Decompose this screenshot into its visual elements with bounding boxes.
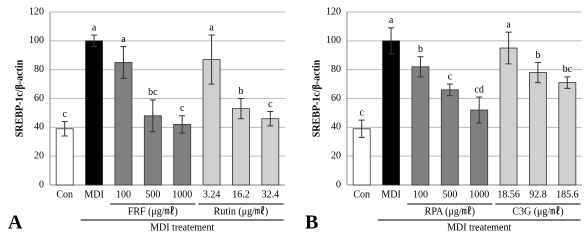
- y-tick-label: 80: [331, 64, 341, 75]
- y-axis-label: SREBP-1c/β-actin: [311, 59, 322, 137]
- bar: [55, 128, 74, 186]
- y-tick-label: 100: [326, 35, 341, 46]
- bar: [440, 89, 459, 186]
- bar: [558, 82, 577, 186]
- bar: [261, 118, 280, 186]
- x-axis-label: MDI treatement: [447, 222, 511, 233]
- y-tick-label: 0: [39, 179, 44, 190]
- x-tick-label: Con: [353, 189, 370, 200]
- x-tick-label: 100: [413, 189, 428, 200]
- significance-letter: b: [535, 50, 540, 61]
- y-tick-label: 0: [336, 179, 341, 190]
- bar: [499, 47, 518, 186]
- x-tick-label: 16.2: [232, 189, 250, 200]
- significance-letter: c: [448, 71, 453, 82]
- x-tick-label: MDI: [381, 189, 400, 200]
- panel-label: B: [305, 212, 318, 234]
- significance-letter: b: [418, 44, 423, 55]
- significance-letter: c: [180, 103, 185, 114]
- significance-letter: b: [238, 86, 243, 97]
- y-tick-label: 40: [34, 122, 44, 133]
- y-tick-label: 60: [34, 93, 44, 104]
- x-tick-label: 500: [442, 189, 457, 200]
- significance-letter: cd: [474, 84, 483, 95]
- x-tick-label: 185.6: [556, 189, 579, 200]
- significance-letter: bc: [148, 87, 158, 98]
- significance-letter: bc: [563, 64, 573, 75]
- group-label: FRF (μg/㎖): [128, 205, 178, 217]
- significance-letter: a: [92, 22, 97, 33]
- bar: [114, 62, 133, 186]
- y-tick-label: 40: [331, 122, 341, 133]
- y-tick-label: 80: [34, 64, 44, 75]
- x-tick-label: 18.56: [497, 189, 520, 200]
- x-tick-label: Con: [56, 189, 73, 200]
- significance-letter: c: [359, 107, 364, 118]
- significance-letter: c: [62, 109, 67, 120]
- x-tick-label: 32.4: [262, 189, 280, 200]
- bar: [411, 66, 430, 186]
- y-tick-label: 20: [34, 150, 44, 161]
- y-tick-label: 120: [29, 6, 44, 17]
- x-tick-label: 3.24: [203, 189, 221, 200]
- group-label: Rutin (μg/㎖): [214, 205, 269, 217]
- x-tick-label: 1000: [172, 189, 192, 200]
- bar: [232, 108, 250, 186]
- bar: [382, 40, 400, 186]
- significance-letter: a: [506, 19, 511, 30]
- bar: [85, 40, 103, 186]
- panel-label: A: [8, 212, 23, 234]
- significance-letter: c: [268, 99, 273, 110]
- group-label: C3G (μg/㎖): [512, 205, 563, 217]
- x-tick-label: 100: [116, 189, 131, 200]
- x-axis-label: MDI treatement: [150, 222, 214, 233]
- significance-letter: a: [389, 15, 394, 26]
- x-tick-label: MDI: [84, 189, 103, 200]
- x-tick-label: 1000: [469, 189, 489, 200]
- x-tick-label: 92.8: [529, 189, 547, 200]
- significance-letter: a: [121, 34, 126, 45]
- y-tick-label: 100: [29, 35, 44, 46]
- y-tick-label: 120: [326, 6, 341, 17]
- x-tick-label: 500: [145, 189, 160, 200]
- bar: [529, 72, 547, 186]
- group-label: RPA (μg/㎖): [425, 205, 475, 217]
- y-tick-label: 60: [331, 93, 341, 104]
- significance-letter: a: [209, 22, 214, 33]
- y-axis-label: SREBP-1c/β-actin: [14, 59, 25, 137]
- y-tick-label: 20: [331, 150, 341, 161]
